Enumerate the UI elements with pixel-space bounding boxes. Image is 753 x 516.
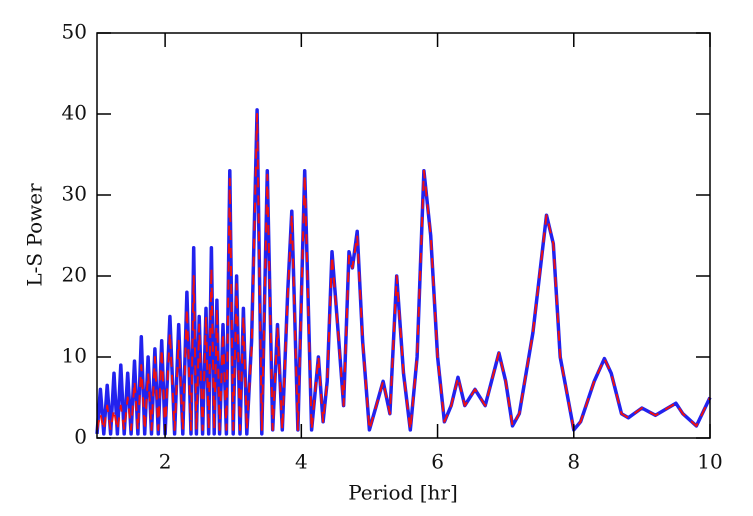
y-tick-label: 40 xyxy=(62,101,87,125)
x-tick-label: 2 xyxy=(159,450,172,474)
x-tick-label: 10 xyxy=(697,450,722,474)
x-tick-label: 8 xyxy=(567,450,580,474)
x-tick-label: 4 xyxy=(295,450,308,474)
x-axis-label: Period [hr] xyxy=(348,481,458,505)
y-tick-label: 10 xyxy=(62,344,87,368)
x-tick-label: 6 xyxy=(431,450,444,474)
y-tick-label: 0 xyxy=(74,425,87,449)
y-tick-label: 50 xyxy=(62,20,87,44)
y-tick-label: 20 xyxy=(62,263,87,287)
line-series xyxy=(96,113,711,431)
plot-frame xyxy=(96,32,711,439)
y-axis-label: L-S Power xyxy=(23,183,47,287)
y-tick-label: 30 xyxy=(62,182,87,206)
